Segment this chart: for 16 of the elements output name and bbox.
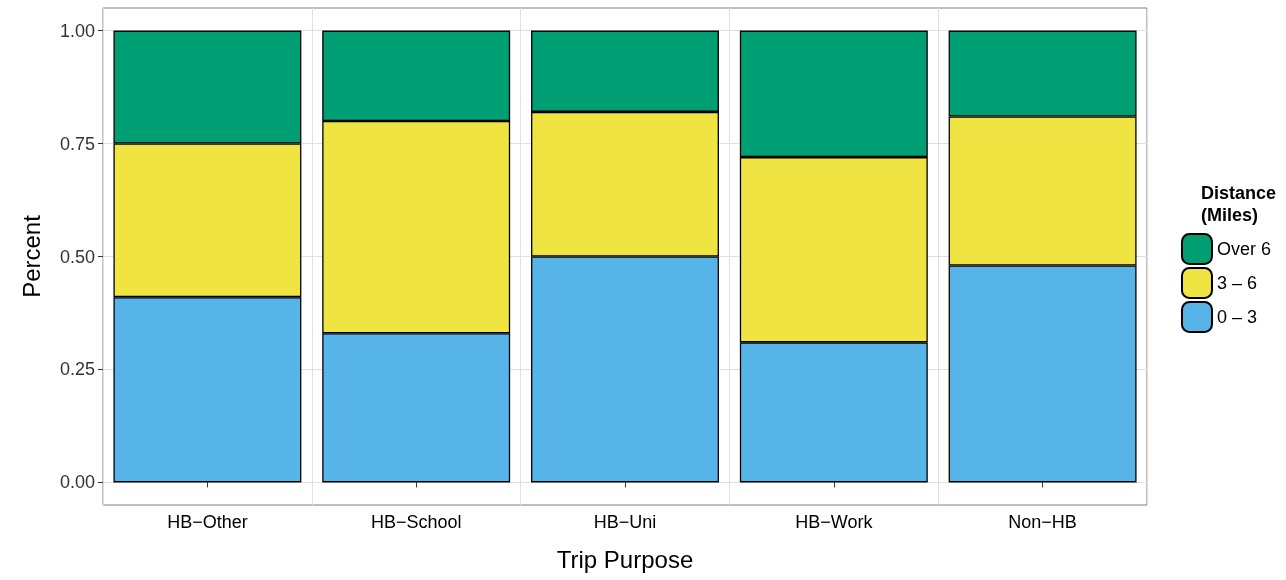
x-tick-label: HB−Other <box>167 512 248 532</box>
legend-label: 0 – 3 <box>1216 307 1258 327</box>
x-tick-label: HB−School <box>370 512 462 532</box>
legend-label: Over 6 <box>1216 239 1272 259</box>
y-tick-label: 0.25 <box>59 359 95 380</box>
x-tick-label: HB−Work <box>795 512 874 532</box>
y-tick-label: 0.00 <box>59 472 95 493</box>
y-tick-label: 0.75 <box>59 133 95 154</box>
x-tick-label: Non−HB <box>1008 512 1077 532</box>
x-axis-title: Trip Purpose <box>556 545 694 573</box>
legend-title: Distance (Miles) <box>1200 183 1277 225</box>
legend-label: 3 – 6 <box>1216 273 1258 293</box>
y-tick-label: 0.50 <box>59 246 95 267</box>
y-tick-label: 1.00 <box>59 20 95 41</box>
x-tick-label: HB−Uni <box>593 512 657 532</box>
y-axis-title: Percent <box>17 214 45 298</box>
